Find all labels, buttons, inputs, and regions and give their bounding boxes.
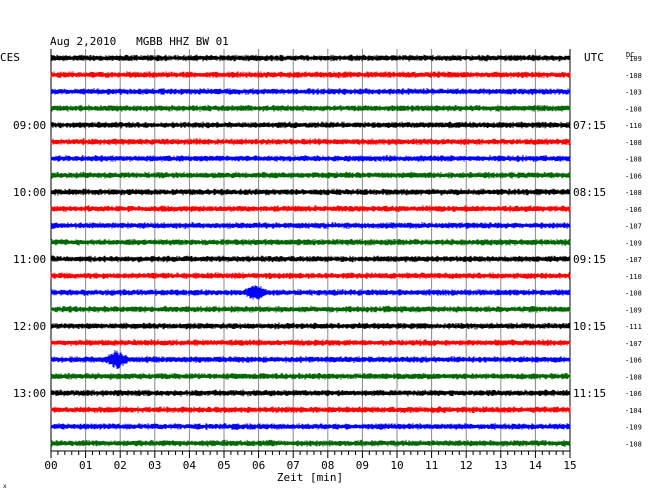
x-tick-label: 03 [148,459,161,472]
left-hour-label: 13:00 [13,387,46,400]
footer-mark: x [3,483,7,490]
dc-offset-label: -108 [625,373,642,381]
x-tick-label: 02 [114,459,127,472]
dc-offset-label: -108 [625,189,642,197]
dc-offset-label: -106 [625,357,642,365]
chart-title: Aug 2,2010 MGBB HHZ BW 01 [50,35,229,48]
x-tick-label: 05 [217,459,230,472]
x-tick-label: 13 [494,459,507,472]
dc-header-label: DC [626,51,634,59]
dc-offset-label: -103 [625,89,642,97]
dc-offset-label: -108 [625,105,642,113]
left-timezone-label: CES [0,51,20,64]
dc-offset-label: -108 [625,139,642,147]
dc-offset-label: -108 [625,156,642,164]
left-hour-label: 10:00 [13,186,46,199]
right-timezone-label: UTC [584,51,604,64]
x-tick-label: 00 [44,459,57,472]
x-tick-label: 08 [321,459,334,472]
right-hour-label: 11:15 [573,387,606,400]
dc-offset-label: -111 [625,323,642,331]
dc-offset-label: -108 [625,72,642,80]
x-tick-label: 11 [425,459,438,472]
dc-offset-label: -107 [625,340,642,348]
left-hour-label: 11:00 [13,253,46,266]
x-tick-label: 15 [563,459,576,472]
right-hour-label: 07:15 [573,119,606,132]
dc-offset-label: -104 [625,407,642,415]
dc-offset-label: -109 [625,306,642,314]
x-tick-label: 14 [529,459,543,472]
x-tick-label: 07 [287,459,300,472]
left-hour-label: 09:00 [13,119,46,132]
dc-offset-label: -108 [625,440,642,448]
x-tick-label: 04 [183,459,197,472]
dc-offset-label: -106 [625,390,642,398]
x-tick-label: 06 [252,459,265,472]
dc-offset-label: -108 [625,290,642,298]
dc-offset-label: -110 [625,273,642,281]
dc-offset-label: -110 [625,122,642,130]
x-tick-label: 09 [356,459,369,472]
x-tick-label: 12 [460,459,473,472]
dc-offset-label: -109 [625,424,642,432]
x-tick-label: 10 [390,459,403,472]
dc-offset-label: -106 [625,206,642,214]
left-hour-label: 12:00 [13,320,46,333]
dc-offset-label: -109 [625,239,642,247]
dc-offset-label: -109 [625,55,642,63]
right-hour-label: 10:15 [573,320,606,333]
dc-offset-label: -106 [625,172,642,180]
right-hour-label: 08:15 [573,186,606,199]
x-axis-label: Zeit [min] [277,471,343,484]
right-hour-label: 09:15 [573,253,606,266]
dc-offset-label: -107 [625,256,642,264]
x-tick-label: 01 [79,459,92,472]
dc-offset-label: -107 [625,223,642,231]
